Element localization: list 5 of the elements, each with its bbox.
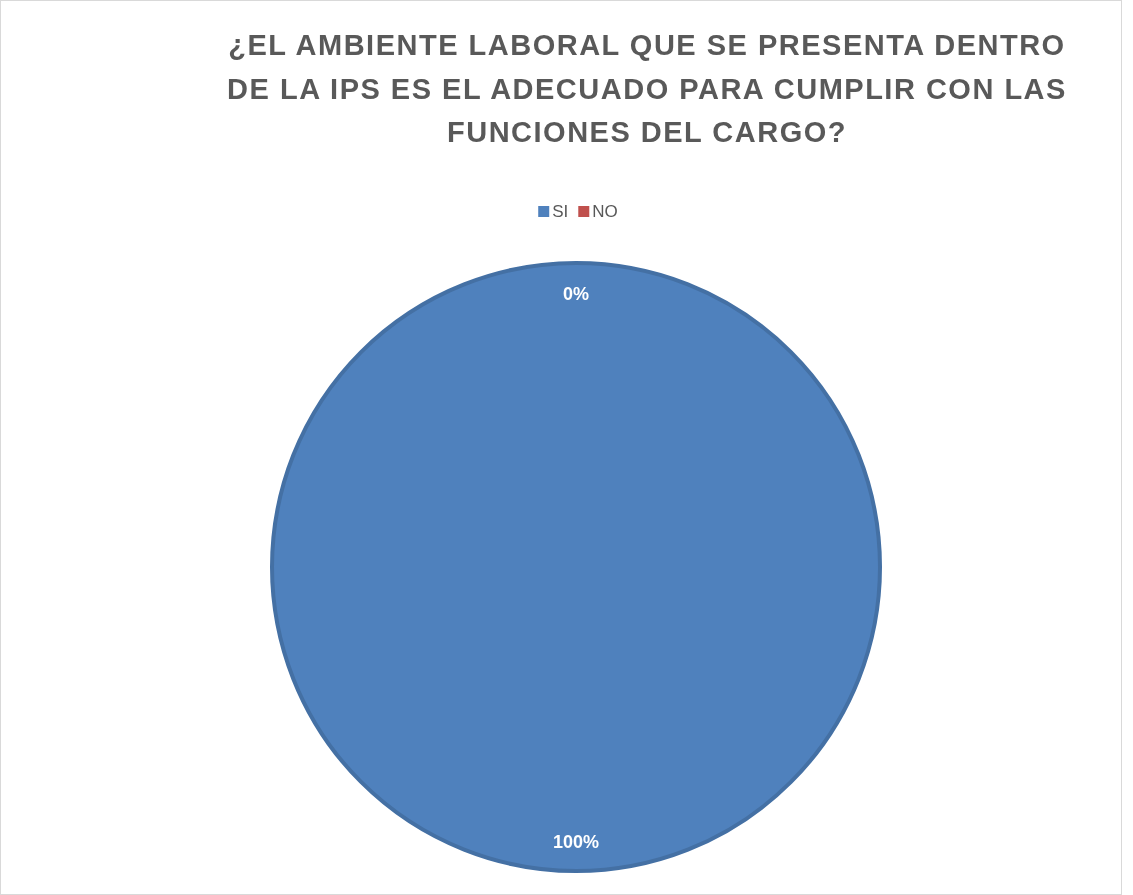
chart-title: ¿EL AMBIENTE LABORAL QUE SE PRESENTA DENTRO DE LA IPS ES EL ADECUADO PARA CUMPLIR CON LAS FUNCIONES DEL CARGO? bbox=[227, 29, 1067, 148]
data-label: 100% bbox=[552, 831, 600, 852]
legend-label: NO bbox=[592, 202, 618, 221]
text: 0% bbox=[562, 284, 590, 305]
legend-label: SI bbox=[552, 202, 569, 221]
